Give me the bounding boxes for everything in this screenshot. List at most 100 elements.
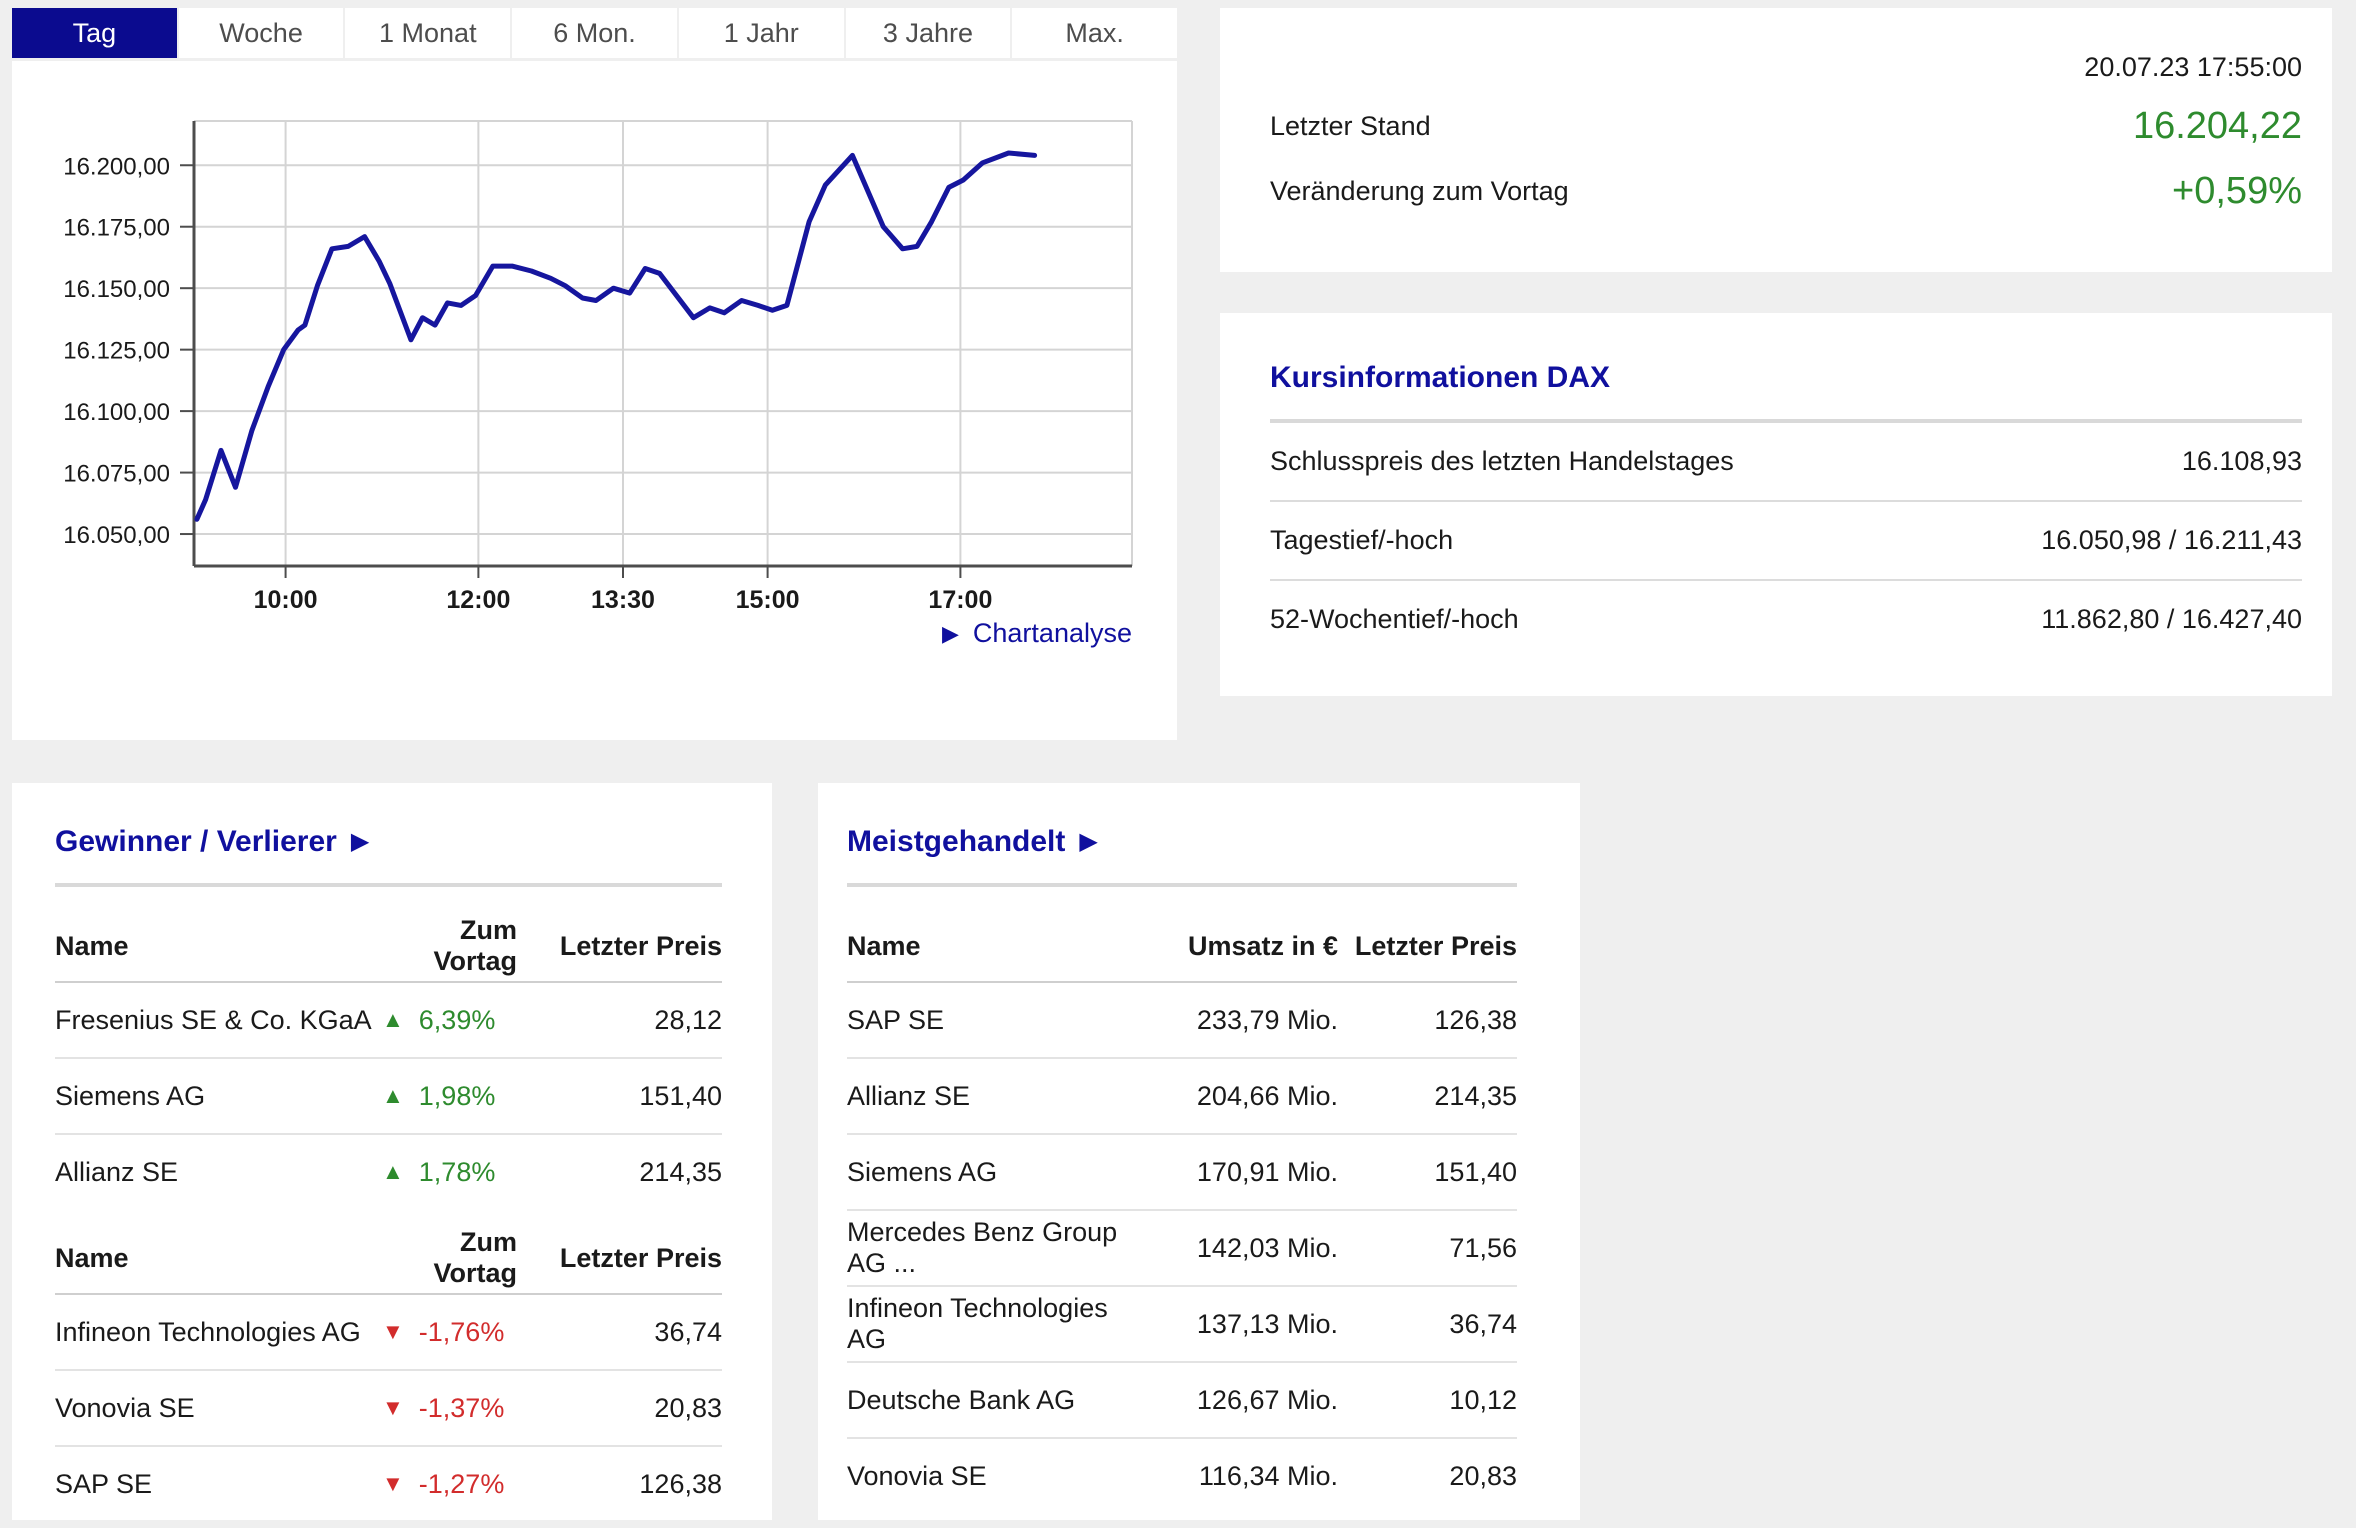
last-price-value: 16.204,22 — [2132, 105, 2302, 147]
divider — [1270, 419, 2302, 423]
info-label: 52-Wochentief/-hoch — [1270, 604, 1519, 634]
chartanalyse-link-label: Chartanalyse — [972, 618, 1132, 648]
tab-tag[interactable]: Tag — [12, 8, 177, 58]
cell-price: 126,38 — [639, 1468, 722, 1499]
svg-text:13:30: 13:30 — [591, 586, 655, 611]
tab-woche[interactable]: Woche — [178, 8, 344, 58]
arrow-up-icon: ▲ — [382, 1159, 404, 1184]
svg-text:16.200,00: 16.200,00 — [63, 153, 170, 180]
cell-name: Mercedes Benz Group AG ... — [847, 1217, 1118, 1278]
table-row-allianz[interactable]: Allianz SE ▲ 1,78% 214,35 — [55, 1135, 722, 1209]
table-row-mercedes[interactable]: Mercedes Benz Group AG ... 142,03 Mio. 7… — [847, 1211, 1517, 1287]
most-traded-card: Meistgehandelt ▶ Name Umsatz in € Letzte… — [818, 783, 1580, 1520]
info-row-52-wochen: 52-Wochentief/-hoch 11.862,80 / 16.427,4… — [1270, 581, 2302, 658]
info-label: Schlusspreis des letzten Handelstages — [1270, 446, 1734, 476]
header-letzter-preis: Letzter Preis — [559, 930, 722, 961]
table-row-deutsche-bank[interactable]: Deutsche Bank AG 126,67 Mio. 10,12 — [847, 1363, 1517, 1439]
most-traded-table: Name Umsatz in € Letzter Preis SAP SE 23… — [847, 897, 1517, 1513]
quote-timestamp: 20.07.23 17:55:00 — [2084, 52, 2302, 82]
cell-name: Allianz SE — [847, 1080, 971, 1111]
cell-volume: 126,67 Mio. — [1196, 1384, 1338, 1415]
svg-text:16.150,00: 16.150,00 — [63, 276, 170, 303]
arrow-up-icon: ▲ — [382, 1083, 404, 1108]
svg-text:15:00: 15:00 — [736, 586, 800, 611]
time-range-tabs: Tag Woche 1 Monat 6 Mon. 1 Jahr 3 Jahre … — [12, 8, 1178, 58]
svg-text:16.075,00: 16.075,00 — [63, 461, 170, 488]
most-traded-title-link[interactable]: Meistgehandelt ▶ — [847, 825, 1517, 859]
cell-price: 151,40 — [639, 1080, 722, 1111]
last-price-row: Letzter Stand 16.204,22 — [1270, 105, 2302, 148]
header-name: Name — [847, 930, 921, 961]
svg-text:10:00: 10:00 — [254, 586, 318, 611]
table-row-fresenius[interactable]: Fresenius SE & Co. KGaA ▲ 6,39% 28,12 — [55, 983, 722, 1059]
arrow-down-icon: ▼ — [382, 1319, 404, 1344]
gainers-losers-card: Gewinner / Verlierer ▶ Name Zum Vortag L… — [12, 783, 772, 1520]
cell-price: 214,35 — [1434, 1080, 1517, 1111]
cell-price: 151,40 — [1434, 1156, 1517, 1187]
quote-card: 20.07.23 17:55:00 Letzter Stand 16.204,2… — [1220, 8, 2332, 272]
cell-name: Allianz SE — [55, 1156, 179, 1187]
cell-price: 214,35 — [639, 1156, 722, 1187]
last-price-label: Letzter Stand — [1270, 111, 1431, 141]
cell-name: SAP SE — [847, 1004, 945, 1035]
table-row-siemens[interactable]: Siemens AG ▲ 1,98% 151,40 — [55, 1059, 722, 1135]
cell-volume: 137,13 Mio. — [1196, 1308, 1338, 1339]
chart-card: Tag Woche 1 Monat 6 Mon. 1 Jahr 3 Jahre … — [12, 8, 1178, 740]
cell-volume: 204,66 Mio. — [1196, 1080, 1338, 1111]
cell-name: Vonovia SE — [847, 1460, 987, 1491]
cell-volume: 170,91 Mio. — [1196, 1156, 1338, 1187]
svg-text:16.175,00: 16.175,00 — [63, 215, 170, 242]
arrow-up-icon: ▲ — [382, 1007, 404, 1032]
table-row-infineon[interactable]: Infineon Technologies AG ▼ -1,76% 36,74 — [55, 1295, 722, 1371]
cell-change: -1,37% — [418, 1392, 505, 1423]
cell-change: -1,27% — [418, 1468, 505, 1499]
header-zum-vortag: Zum Vortag — [433, 1227, 517, 1288]
header-letzter-preis: Letzter Preis — [559, 1242, 722, 1273]
dax-intraday-line-chart: 16.050,00 16.075,00 16.100,00 16.125,00 16.1… — [63, 120, 1133, 614]
cell-price: 71,56 — [1449, 1232, 1517, 1263]
cell-name: Siemens AG — [55, 1080, 206, 1111]
cell-price: 20,83 — [1449, 1460, 1517, 1491]
info-value: 16.050,98 / 16.211,43 — [2041, 525, 2302, 555]
cell-price: 28,12 — [654, 1004, 722, 1035]
table-row-sap[interactable]: SAP SE ▼ -1,27% 126,38 — [55, 1447, 722, 1521]
table-row-vonovia[interactable]: Vonovia SE 116,34 Mio. 20,83 — [847, 1439, 1517, 1513]
cell-change: 6,39% — [418, 1004, 496, 1035]
cell-price: 36,74 — [1449, 1308, 1517, 1339]
tab-max[interactable]: Max. — [1012, 8, 1178, 58]
svg-text:16.100,00: 16.100,00 — [63, 399, 170, 426]
info-row-tagestief-hoch: Tagestief/-hoch 16.050,98 / 16.211,43 — [1270, 502, 2302, 581]
arrow-right-icon: ▶ — [941, 620, 959, 646]
kursinformationen-card: Kursinformationen DAX Schlusspreis des l… — [1220, 313, 2332, 696]
tab-6-mon[interactable]: 6 Mon. — [512, 8, 677, 58]
kursinformationen-title: Kursinformationen DAX — [1270, 361, 1611, 394]
divider — [847, 883, 1517, 887]
chart-area: 16.050,00 16.075,00 16.100,00 16.125,00 16.1… — [12, 61, 1177, 740]
cell-price: 126,38 — [1434, 1004, 1517, 1035]
table-row-siemens[interactable]: Siemens AG 170,91 Mio. 151,40 — [847, 1135, 1517, 1211]
chartanalyse-link[interactable]: ▶ Chartanalyse — [12, 618, 1177, 649]
tab-3-jahre[interactable]: 3 Jahre — [845, 8, 1011, 58]
header-letzter-preis: Letzter Preis — [1354, 930, 1517, 961]
cell-volume: 116,34 Mio. — [1198, 1460, 1338, 1491]
tab-1-monat[interactable]: 1 Monat — [345, 8, 511, 58]
svg-text:12:00: 12:00 — [446, 586, 510, 611]
cell-volume: 142,03 Mio. — [1196, 1232, 1338, 1263]
divider — [55, 883, 722, 887]
svg-text:16.125,00: 16.125,00 — [63, 338, 170, 365]
table-row-infineon[interactable]: Infineon Technologies AG 137,13 Mio. 36,… — [847, 1287, 1517, 1363]
info-row-schlusspreis: Schlusspreis des letzten Handelstages 16… — [1270, 423, 2302, 502]
arrow-right-icon: ▶ — [1079, 828, 1098, 855]
arrow-right-icon: ▶ — [350, 828, 370, 855]
most-traded-title-text: Meistgehandelt — [847, 825, 1066, 858]
gainers-losers-title-link[interactable]: Gewinner / Verlierer ▶ — [55, 825, 722, 859]
cell-volume: 233,79 Mio. — [1196, 1004, 1338, 1035]
cell-change: 1,98% — [418, 1080, 496, 1111]
change-value: +0,59% — [2172, 170, 2302, 212]
table-row-vonovia[interactable]: Vonovia SE ▼ -1,37% 20,83 — [55, 1371, 722, 1447]
gainers-losers-table: Name Zum Vortag Letzter Preis Fresenius … — [55, 897, 722, 1521]
tab-1-jahr[interactable]: 1 Jahr — [678, 8, 844, 58]
table-row-allianz[interactable]: Allianz SE 204,66 Mio. 214,35 — [847, 1059, 1517, 1135]
table-row-sap[interactable]: SAP SE 233,79 Mio. 126,38 — [847, 983, 1517, 1059]
